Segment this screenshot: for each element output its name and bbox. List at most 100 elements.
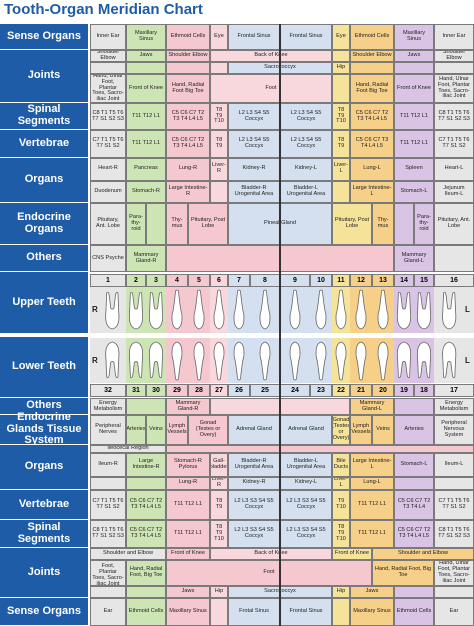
row-header: Sense Organs [0, 24, 88, 50]
tooth [259, 289, 271, 330]
cell-empty [146, 203, 166, 245]
row-header: Vertebrae [0, 130, 88, 158]
cell-text: C7 T1 T5 T6 T7 S1 S2 [90, 130, 126, 158]
tooth [148, 341, 164, 379]
cell-text: L2 L3 S3 S4 S5 Coccyx [228, 490, 280, 520]
cell-text: T8 T9 T10 [332, 103, 350, 130]
tooth [193, 289, 205, 330]
row-header: Spinal Segments [0, 520, 88, 548]
tooth-number: 23 [310, 384, 332, 397]
tooth [377, 289, 389, 330]
cell-text: C5 C6 C7 T2 T3 T4 L4 L5 [350, 103, 394, 130]
cell-text: Front of Knee [332, 548, 372, 560]
cell-text: Frotal Sinus [228, 598, 280, 626]
cell-empty [394, 476, 434, 490]
cell-text: Stomach-R Pylorus [166, 452, 210, 477]
cell-text: C8 T1 T5 T6 T7 S1 S2 S3 [90, 103, 126, 130]
cell-text: Bladder-L Urogenital Area [280, 452, 332, 477]
cell-text: T8 T9 [210, 490, 228, 520]
tooth [233, 289, 245, 330]
cell-text: T11 T12 L1 [126, 103, 166, 130]
tooth-number: 5 [188, 274, 210, 287]
cell-text: L2 L3 S3 S4 S5 Coccyx [280, 520, 332, 548]
tooth [335, 341, 347, 381]
tooth [105, 291, 120, 330]
cell-text: Hand, Radial Foot Big Toe [166, 74, 210, 103]
cell-text: L2 L3 S4 S5 Coccyx [228, 103, 280, 130]
cell-text: Mammary Gland-L [350, 398, 394, 415]
cell-empty [166, 62, 210, 75]
tooth-number: 1 [90, 274, 126, 287]
cell-empty [394, 62, 434, 75]
tooth [233, 341, 245, 381]
tooth-number: 11 [332, 274, 350, 287]
cell-empty [332, 50, 350, 63]
cell-text: Thy-mus [372, 203, 394, 245]
cell-text: T11 T12 L1 [350, 520, 394, 548]
tooth-number: 19 [394, 384, 414, 397]
cell-text: Stomach-R [126, 180, 166, 203]
tooth [171, 289, 183, 330]
tooth [442, 291, 457, 330]
row-header: Others [0, 398, 88, 415]
cell-text: Eye [332, 24, 350, 50]
cell-text: Ethmoid Cells [166, 24, 210, 50]
tooth [213, 341, 225, 381]
cell-text: Stomach-L [394, 452, 434, 477]
cell-text: Arteries [126, 415, 146, 445]
cell-text: Large Intestine-L [350, 452, 394, 477]
cell-text: T11 T12 L1 [350, 490, 394, 520]
cell-text: Ear [90, 598, 126, 626]
cell-text: Inner Ear [90, 24, 126, 50]
cell-text: Ileum-L [434, 452, 474, 477]
cell-text: Liver-L [332, 476, 350, 490]
cell-text: Mammary Gland-L [394, 245, 434, 272]
cell-text: Lung-R [166, 476, 210, 490]
cell-empty [350, 62, 394, 75]
cell-text: Pituitary, Ant. Lobe [90, 203, 126, 245]
midline [279, 24, 281, 626]
cell-text: C5 C6 C7 T2 T3 T4 L4 L5 [126, 520, 166, 548]
cell-text: Pituitary, Post Lobe [332, 203, 372, 245]
cell-text: Foot [166, 559, 372, 587]
cell-text: Pituitary, Ant. Lobe [434, 203, 474, 245]
cell-text: T11 T12 L1 [126, 130, 166, 158]
row-header: Vertebrae [0, 490, 88, 520]
cell-text: Lung-L [350, 476, 394, 490]
cell-text: Para-thy-roid [414, 203, 434, 245]
tooth [128, 291, 144, 330]
cell-text: Maxillary Sinus [126, 24, 166, 50]
cell-empty [90, 476, 126, 490]
cell-text: T9 T10 [332, 490, 350, 520]
row-header: Lower Teeth [0, 337, 88, 398]
row-header: Endocrine Organs [0, 203, 88, 245]
row-header: Joints [0, 50, 88, 103]
cell-text: Lymph Vessels [350, 415, 372, 445]
cell-text: C5 C6 C7 T2 T3 T4 L4 L5 [166, 130, 210, 158]
cell-text: Shoulder Elbow [90, 50, 126, 63]
tooth-number: 14 [394, 274, 414, 287]
cell-text: T8 T9 T10 [210, 520, 228, 548]
cell-text: Ileocecal Region [90, 445, 166, 453]
cell-text: Liver-L [332, 158, 350, 181]
cell-text: Pituitary, Post Lobe [188, 203, 228, 245]
tooth [213, 289, 225, 330]
tooth-number: 28 [188, 384, 210, 397]
cell-text: Spleen [394, 158, 434, 181]
tooth [315, 341, 327, 381]
cell-text: T8 T9 T10 [210, 103, 228, 130]
cell-text: Hand, Ulnar Foot, Plantar Toes, Sacro-il… [434, 559, 474, 587]
cell-text: Lung-L [350, 158, 394, 181]
cell-text: Front of Knee [394, 74, 434, 103]
cell-text: Energy Metabolism [90, 398, 126, 415]
cell-text: T11 T12 L1 [166, 520, 210, 548]
cell-text: Hand, Radial Foot, Big Toe [126, 559, 166, 587]
cell-text: Ileum-R [90, 452, 126, 477]
cell-text: Mammary Gland-R [166, 398, 210, 415]
cell-text: Maxillary Sinus [394, 24, 434, 50]
side-label: R [92, 355, 98, 365]
tooth-number: 31 [126, 384, 146, 397]
tooth-number: 18 [414, 384, 434, 397]
tooth [377, 341, 389, 381]
tooth [442, 341, 457, 379]
